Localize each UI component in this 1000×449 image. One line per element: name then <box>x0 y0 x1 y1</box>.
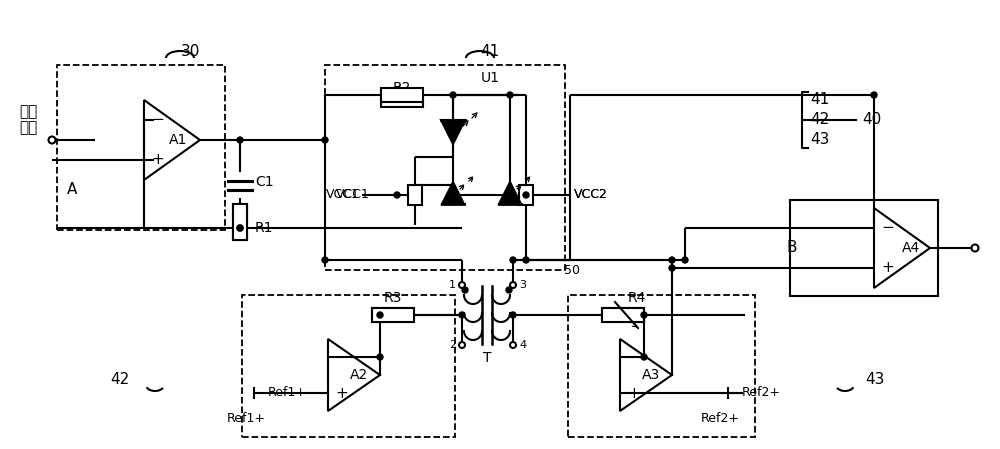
Bar <box>602 308 644 322</box>
Text: 41: 41 <box>480 44 500 60</box>
Text: −: − <box>882 220 894 235</box>
Bar <box>242 295 455 437</box>
Circle shape <box>394 192 400 198</box>
Text: 输入: 输入 <box>19 105 37 119</box>
Text: −: − <box>336 349 348 365</box>
Bar <box>568 295 755 437</box>
Circle shape <box>459 282 465 288</box>
Text: VCC2: VCC2 <box>574 189 608 202</box>
Text: 43: 43 <box>810 132 829 148</box>
Polygon shape <box>441 120 465 144</box>
Bar <box>372 308 414 322</box>
Text: R1: R1 <box>255 221 274 235</box>
Text: −: − <box>628 349 640 365</box>
Circle shape <box>237 225 243 231</box>
Text: 50: 50 <box>564 264 580 277</box>
Text: R3: R3 <box>384 291 402 305</box>
Text: B: B <box>786 241 797 255</box>
Circle shape <box>322 137 328 143</box>
Circle shape <box>972 245 978 251</box>
Text: Ref1+: Ref1+ <box>227 411 266 424</box>
Text: Ref2+: Ref2+ <box>701 411 740 424</box>
Bar <box>519 185 533 205</box>
Text: +: + <box>152 153 164 167</box>
Text: VCC1: VCC1 <box>326 189 360 202</box>
Text: +: + <box>882 260 894 276</box>
Circle shape <box>510 342 516 348</box>
Text: A: A <box>67 182 77 198</box>
Text: VCC2: VCC2 <box>574 189 608 202</box>
Bar <box>408 185 422 205</box>
Text: 43: 43 <box>865 373 885 387</box>
Text: VCC1: VCC1 <box>336 189 370 202</box>
Text: 42: 42 <box>110 373 130 387</box>
Bar <box>325 65 565 270</box>
Circle shape <box>462 287 468 293</box>
Circle shape <box>237 137 243 143</box>
Bar <box>233 204 247 240</box>
Circle shape <box>641 354 647 360</box>
Circle shape <box>682 257 688 263</box>
Text: 3: 3 <box>519 280 526 290</box>
Text: C1: C1 <box>255 175 274 189</box>
Text: R4: R4 <box>628 291 646 305</box>
Bar <box>381 93 423 107</box>
Circle shape <box>377 312 383 318</box>
Text: 4: 4 <box>519 340 526 350</box>
Circle shape <box>322 257 328 263</box>
Text: A2: A2 <box>350 368 368 382</box>
Circle shape <box>510 282 516 288</box>
Circle shape <box>510 257 516 263</box>
Bar <box>790 200 938 296</box>
Circle shape <box>459 342 465 348</box>
Text: +: + <box>628 386 640 401</box>
Text: 2: 2 <box>449 340 456 350</box>
Bar <box>602 308 644 322</box>
Circle shape <box>237 225 243 231</box>
Bar <box>233 204 247 240</box>
Bar <box>57 65 225 230</box>
Text: T: T <box>483 351 491 365</box>
Text: A4: A4 <box>901 241 920 255</box>
Circle shape <box>507 92 513 98</box>
Text: −: − <box>152 113 164 128</box>
Circle shape <box>523 257 529 263</box>
Text: 40: 40 <box>862 113 881 128</box>
Circle shape <box>510 312 516 318</box>
Text: A1: A1 <box>168 133 187 147</box>
Circle shape <box>459 312 465 318</box>
Circle shape <box>450 192 456 198</box>
Circle shape <box>669 265 675 271</box>
Text: A3: A3 <box>642 368 660 382</box>
Circle shape <box>377 354 383 360</box>
Text: 42: 42 <box>810 113 829 128</box>
Circle shape <box>506 287 512 293</box>
Bar <box>372 308 414 322</box>
Text: Ref2+: Ref2+ <box>742 387 781 400</box>
Text: +: + <box>336 386 348 401</box>
Text: Ref1+: Ref1+ <box>268 387 307 400</box>
Text: U1: U1 <box>480 71 500 85</box>
Circle shape <box>507 192 513 198</box>
Text: 1: 1 <box>449 280 456 290</box>
Circle shape <box>871 92 877 98</box>
Text: R2: R2 <box>393 81 411 95</box>
Polygon shape <box>442 182 464 204</box>
Circle shape <box>48 136 56 144</box>
Text: 30: 30 <box>180 44 200 60</box>
Circle shape <box>641 312 647 318</box>
Circle shape <box>450 92 456 98</box>
Polygon shape <box>499 182 521 204</box>
Text: 41: 41 <box>810 92 829 107</box>
Circle shape <box>669 257 675 263</box>
Bar <box>381 88 423 102</box>
Circle shape <box>523 192 529 198</box>
Text: 信号: 信号 <box>19 120 37 136</box>
